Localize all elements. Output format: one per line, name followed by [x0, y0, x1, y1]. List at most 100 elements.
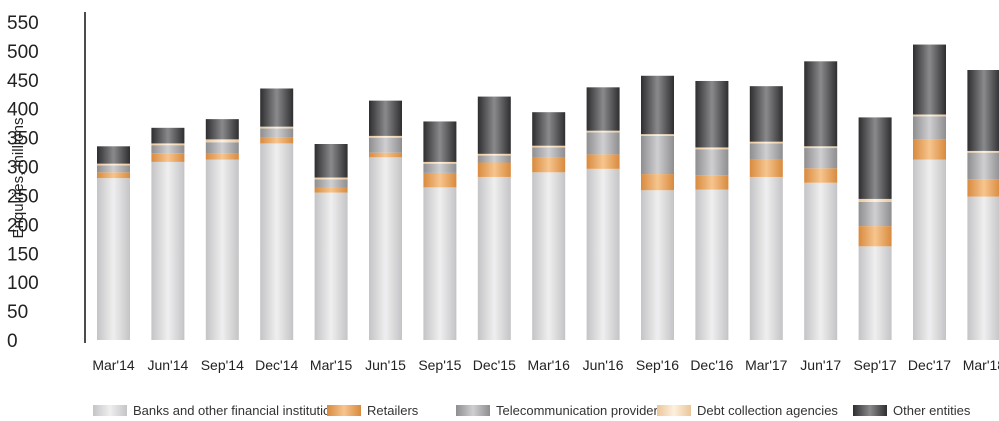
x-tick-labels: Mar'14 Jun'14 Sep'14 Dec'14 Mar'15 Jun'15 Sep'… — [92, 357, 999, 373]
bar-banks-and-other-financial-institutions — [749, 176, 783, 340]
x-tick-label: Dec'14 — [255, 357, 298, 373]
bar-telecommunication-providers — [151, 145, 185, 154]
x-tick-label: Jun'16 — [583, 357, 624, 373]
x-tick-label: Dec'16 — [690, 357, 733, 373]
bar-retailers — [205, 153, 239, 160]
bar-telecommunication-providers — [967, 152, 999, 180]
bar-banks-and-other-financial-institutions — [314, 192, 348, 340]
bar-banks-and-other-financial-institutions — [151, 161, 185, 340]
bar-debt-collection-agencies — [369, 135, 402, 138]
bar-retailers — [749, 159, 783, 177]
bar-retailers — [423, 172, 457, 188]
bar-retailers — [532, 157, 566, 173]
legend-swatch-debt-collection-agencies — [657, 405, 691, 416]
bar-other-entities — [369, 100, 402, 136]
bar-debt-collection-agencies — [804, 146, 838, 149]
bar-retailers — [260, 137, 294, 144]
bar-debt-collection-agencies — [314, 177, 348, 180]
x-tick-label: Dec'17 — [908, 357, 951, 373]
bar-telecommunication-providers — [477, 155, 511, 163]
bar-telecommunication-providers — [532, 147, 566, 158]
y-tick-label: 50 — [7, 302, 28, 323]
x-tick-label: Mar'14 — [92, 357, 135, 373]
x-tick-label: Dec'15 — [473, 357, 516, 373]
bar-banks-and-other-financial-institutions — [967, 196, 999, 340]
x-tick-label: Mar'17 — [745, 357, 788, 373]
bar-telecommunication-providers — [749, 143, 783, 160]
bar-retailers — [477, 162, 511, 177]
x-tick-label: Mar'15 — [310, 357, 353, 373]
legend-label: Telecommunication providers — [496, 403, 665, 418]
y-tick-label: 450 — [7, 71, 39, 92]
bar-banks-and-other-financial-institutions — [532, 172, 566, 340]
legend-swatch-other-entities — [853, 405, 887, 416]
bar-telecommunication-providers — [369, 137, 402, 153]
bar-retailers — [641, 174, 674, 191]
bar-other-entities — [97, 146, 130, 164]
bar-other-entities — [532, 112, 566, 146]
y-tick-label: 100 — [7, 273, 39, 294]
x-tick-label: Sep'17 — [854, 357, 897, 373]
bar-banks-and-other-financial-institutions — [804, 182, 838, 340]
bar-banks-and-other-financial-institutions — [641, 190, 674, 340]
bar-retailers — [967, 179, 999, 197]
x-tick-label: Sep'14 — [201, 357, 244, 373]
bar-debt-collection-agencies — [532, 145, 566, 148]
bar-other-entities — [586, 87, 620, 131]
bar-retailers — [695, 175, 729, 190]
x-tick-label: Jun'14 — [147, 357, 188, 373]
bar-telecommunication-providers — [314, 179, 348, 188]
bar-retailers — [369, 152, 402, 158]
bar-banks-and-other-financial-institutions — [423, 187, 457, 340]
y-tick-label: 400 — [7, 100, 39, 121]
legend-label: Retailers — [367, 403, 419, 418]
y-tick-label: 550 — [7, 13, 39, 34]
bar-telecommunication-providers — [695, 149, 729, 176]
x-tick-label: Sep'16 — [636, 357, 679, 373]
bar-debt-collection-agencies — [641, 134, 674, 136]
y-tick-label: 200 — [7, 215, 39, 236]
bar-retailers — [314, 187, 348, 193]
bar-banks-and-other-financial-institutions — [477, 176, 511, 340]
bar-other-entities — [423, 121, 457, 162]
bar-retailers — [804, 168, 838, 183]
bar-telecommunication-providers — [260, 128, 294, 138]
bar-telecommunication-providers — [641, 135, 674, 175]
bar-debt-collection-agencies — [151, 143, 185, 146]
bar-banks-and-other-financial-institutions — [369, 157, 402, 340]
y-tick-label: 500 — [7, 42, 39, 63]
y-tick-label: 350 — [7, 129, 39, 150]
y-axis-title: Enquiries, millions — [10, 118, 27, 239]
bar-other-entities — [858, 117, 892, 199]
bar-retailers — [858, 226, 892, 247]
x-tick-label: Jun'17 — [800, 357, 841, 373]
bar-debt-collection-agencies — [205, 139, 239, 143]
y-axis-label: Enquiries, millions — [10, 118, 27, 239]
bar-banks-and-other-financial-institutions — [913, 159, 946, 340]
bar-other-entities — [749, 86, 783, 142]
bar-banks-and-other-financial-institutions — [97, 178, 130, 340]
y-tick-label: 150 — [7, 244, 39, 265]
bar-other-entities — [260, 88, 294, 127]
bar-retailers — [97, 172, 130, 179]
bar-debt-collection-agencies — [423, 161, 457, 164]
bar-debt-collection-agencies — [260, 126, 294, 129]
y-tick-labels: 0 50 100 150 200 250 300 350 400 450 500 550 — [7, 13, 39, 352]
y-tick-label: 300 — [7, 158, 39, 179]
bar-debt-collection-agencies — [586, 130, 620, 133]
x-tick-label: Mar'18 — [963, 357, 999, 373]
x-tick-label: Jun'15 — [365, 357, 406, 373]
bar-other-entities — [695, 80, 729, 148]
bar-retailers — [586, 154, 620, 169]
bar-other-entities — [477, 96, 511, 154]
bar-debt-collection-agencies — [477, 153, 511, 156]
bar-other-entities — [641, 75, 674, 135]
bar-debt-collection-agencies — [695, 147, 729, 150]
bar-retailers — [151, 153, 185, 162]
bar-stacks — [97, 44, 999, 340]
bar-banks-and-other-financial-institutions — [205, 159, 239, 340]
bar-banks-and-other-financial-institutions — [695, 189, 729, 340]
legend-swatch-banks-and-other-financial-institutions — [93, 405, 127, 416]
bar-debt-collection-agencies — [967, 150, 999, 153]
